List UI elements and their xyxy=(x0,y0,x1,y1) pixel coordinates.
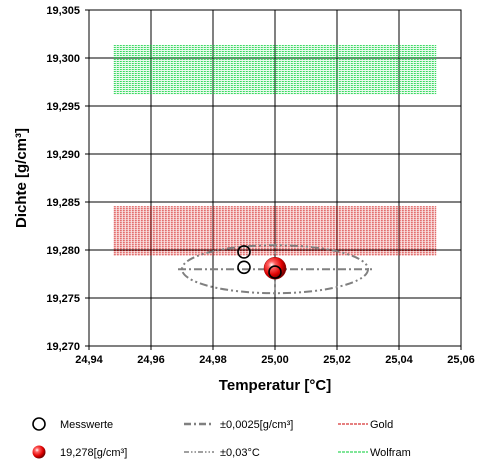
x-tick-label: 25,06 xyxy=(447,354,475,366)
mean-value-sphere xyxy=(263,256,287,280)
x-axis-title: Temperatur [°C] xyxy=(219,377,331,394)
legend-item: Gold xyxy=(338,419,393,431)
measurement-point xyxy=(268,265,282,279)
y-axis-title: Dichte [g/cm³] xyxy=(13,128,30,228)
measurement-point xyxy=(237,260,251,275)
x-tick-label: 25,02 xyxy=(323,354,351,366)
legend-label: Wolfram xyxy=(370,447,411,459)
y-tick-label: 19,280 xyxy=(46,245,80,257)
legend-label: Messwerte xyxy=(60,419,113,431)
y-tick-label: 19,305 xyxy=(46,5,80,17)
x-tick-label: 24,94 xyxy=(75,354,103,366)
y-tick-label: 19,275 xyxy=(46,293,80,305)
y-tick-label: 19,300 xyxy=(46,53,80,65)
band-gold xyxy=(113,206,437,256)
x-tick-label: 25,00 xyxy=(261,354,289,366)
legend-item: Wolfram xyxy=(338,447,411,459)
y-tick-label: 19,270 xyxy=(46,341,80,353)
legend-red-sphere-icon xyxy=(32,445,46,459)
reference-bands xyxy=(113,45,437,256)
x-tick-label: 24,98 xyxy=(199,354,227,366)
legend-item: Messwerte xyxy=(32,417,113,431)
legend-item: ±0,0025[g/cm³] xyxy=(184,419,293,431)
tick-labels: 24,94 24,96 24,98 25,00 25,02 25,04 25,06 19,27… xyxy=(46,5,474,366)
legend-label: ±0,03°C xyxy=(220,447,260,459)
legend-label: 19,278[g/cm³] xyxy=(60,447,127,459)
x-tick-label: 24,96 xyxy=(137,354,165,366)
legend-label: Gold xyxy=(370,419,393,431)
x-tick-label: 25,04 xyxy=(385,354,413,366)
legend-item: ±0,03°C xyxy=(184,447,260,459)
plot-frame xyxy=(88,9,462,347)
legend: Messwerte ±0,0025[g/cm³] Gold 19,278[g/cm³]… xyxy=(32,417,411,459)
y-tick-label: 19,290 xyxy=(46,149,80,161)
band-wolfram xyxy=(113,45,437,95)
measurement-point xyxy=(237,245,251,259)
y-tick-label: 19,295 xyxy=(46,101,80,113)
legend-open-circle-icon xyxy=(32,417,46,431)
y-tick-label: 19,285 xyxy=(46,197,80,209)
data-points xyxy=(237,245,287,280)
legend-label: ±0,0025[g/cm³] xyxy=(220,419,293,431)
legend-item: 19,278[g/cm³] xyxy=(32,445,127,459)
